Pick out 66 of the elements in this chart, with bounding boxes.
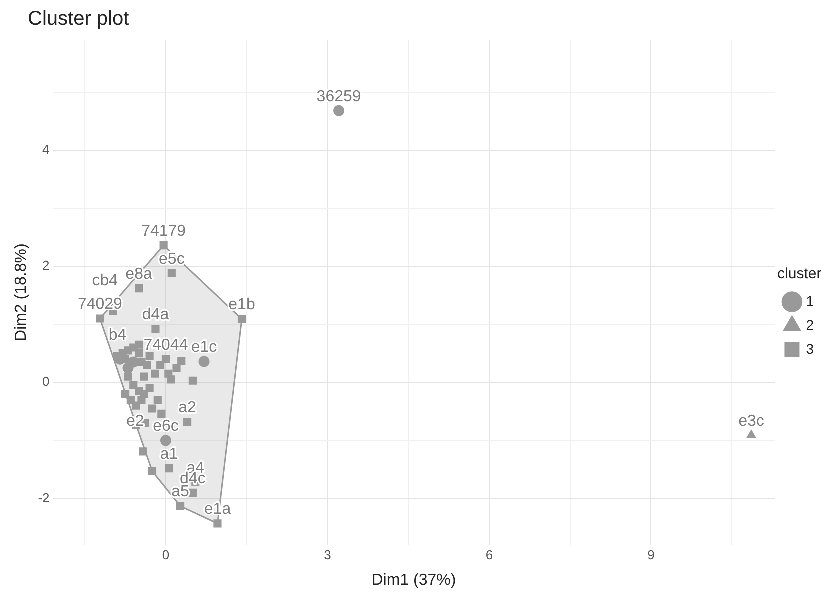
point — [160, 435, 172, 446]
point — [134, 284, 144, 293]
point — [160, 242, 168, 250]
annotation: e3c — [738, 412, 764, 430]
point — [178, 357, 186, 366]
point — [154, 396, 162, 404]
point — [122, 390, 130, 398]
point — [148, 404, 157, 413]
point — [130, 381, 138, 390]
point — [238, 315, 246, 324]
y-axis-title: Dim2 (18.8%) — [13, 244, 30, 342]
annotation: cb4 — [92, 272, 118, 290]
annotation: a1 — [160, 446, 178, 463]
legend-label: 3 — [806, 340, 814, 357]
y-tick-label: 4 — [42, 142, 50, 157]
annotation: a2 — [178, 400, 197, 416]
point — [151, 370, 160, 378]
point — [139, 448, 148, 456]
point — [134, 340, 144, 349]
point — [164, 370, 173, 378]
chart-title: Cluster plot — [28, 8, 130, 31]
annotation: 74044 — [144, 336, 188, 354]
point — [188, 376, 197, 385]
point — [96, 314, 104, 323]
annotation: b4 — [108, 327, 127, 344]
point — [746, 430, 756, 438]
annotation: e1c — [191, 339, 218, 356]
annotation: d4a — [142, 306, 170, 324]
point — [184, 418, 192, 426]
point — [146, 384, 154, 392]
x-tick-label: 0 — [162, 548, 170, 563]
point — [152, 325, 160, 334]
point — [162, 355, 170, 364]
point — [132, 402, 140, 410]
point — [158, 410, 166, 418]
point — [334, 105, 345, 116]
point — [214, 520, 222, 528]
point — [156, 361, 165, 370]
x-tick-label: 9 — [648, 548, 655, 563]
point — [138, 396, 146, 404]
y-tick-label: -2 — [38, 490, 50, 506]
point — [126, 396, 135, 404]
point — [143, 361, 152, 370]
point — [148, 467, 157, 476]
annotation: e1b — [228, 296, 256, 314]
point — [122, 362, 134, 374]
point — [172, 364, 181, 372]
x-axis-title: Dim1 (37%) — [372, 572, 456, 589]
legend-label: 1 — [806, 292, 814, 309]
point — [124, 372, 132, 381]
point — [165, 464, 174, 473]
x-tick-label: 6 — [486, 548, 494, 563]
legend-label: 2 — [806, 316, 814, 333]
point — [198, 356, 210, 368]
y-tick-label: 2 — [42, 258, 50, 274]
point — [168, 269, 176, 278]
point — [146, 352, 154, 361]
annotation: 36259 — [316, 88, 362, 106]
x-tick-label: 3 — [324, 548, 332, 563]
annotation: e6c — [153, 418, 179, 436]
point — [176, 502, 185, 510]
legend-title: cluster — [778, 266, 822, 283]
annotation: a5 — [172, 484, 190, 501]
y-tick-label: 0 — [42, 374, 50, 390]
annotation: 74179 — [142, 222, 186, 240]
point — [140, 372, 148, 381]
